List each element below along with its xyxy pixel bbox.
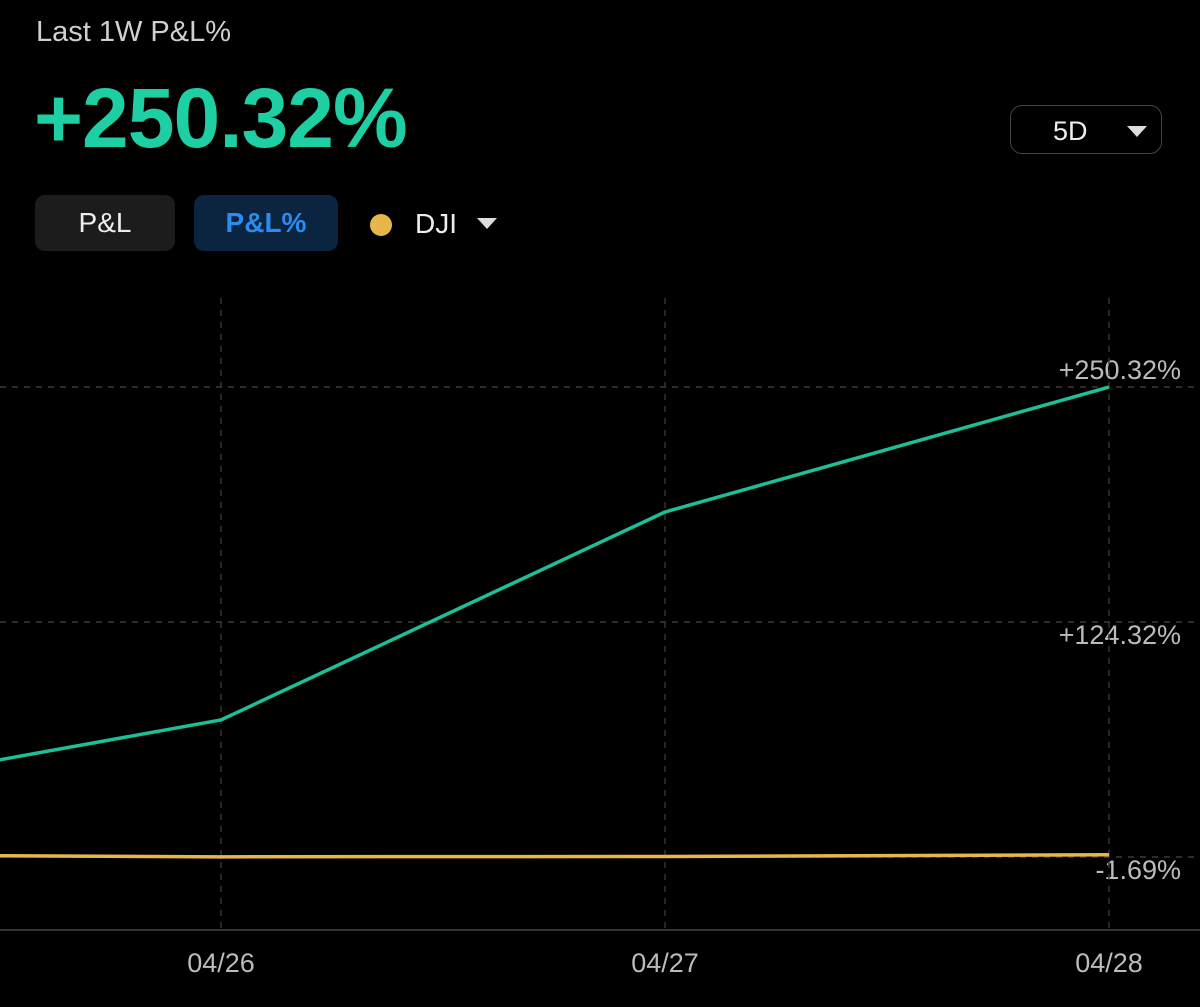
y-tick-label: -1.69% [1095,855,1181,885]
y-tick-label: +250.32% [1059,355,1181,385]
tab-pnl[interactable]: P&L [35,195,175,251]
title: Last 1W P&L% [36,16,232,48]
x-tick-label: 04/26 [187,948,255,978]
plot-area [0,385,1110,859]
tab-pnl-pct[interactable]: P&L% [194,195,338,251]
pnl-value: +250.32% [34,71,408,165]
legend-dot [370,214,392,236]
period-label: 5D [1053,116,1088,146]
series-line [0,385,1110,762]
legend-label: DJI [415,208,457,239]
series-line [0,853,1110,859]
y-tick-label: +124.32% [1059,620,1181,650]
dropdown-arrow [1127,126,1147,137]
period-dropdown[interactable]: 5D [1010,105,1162,154]
x-tick-label: 04/28 [1075,948,1143,978]
x-tick-label: 04/27 [631,948,699,978]
dropdown-arrow [477,218,497,229]
